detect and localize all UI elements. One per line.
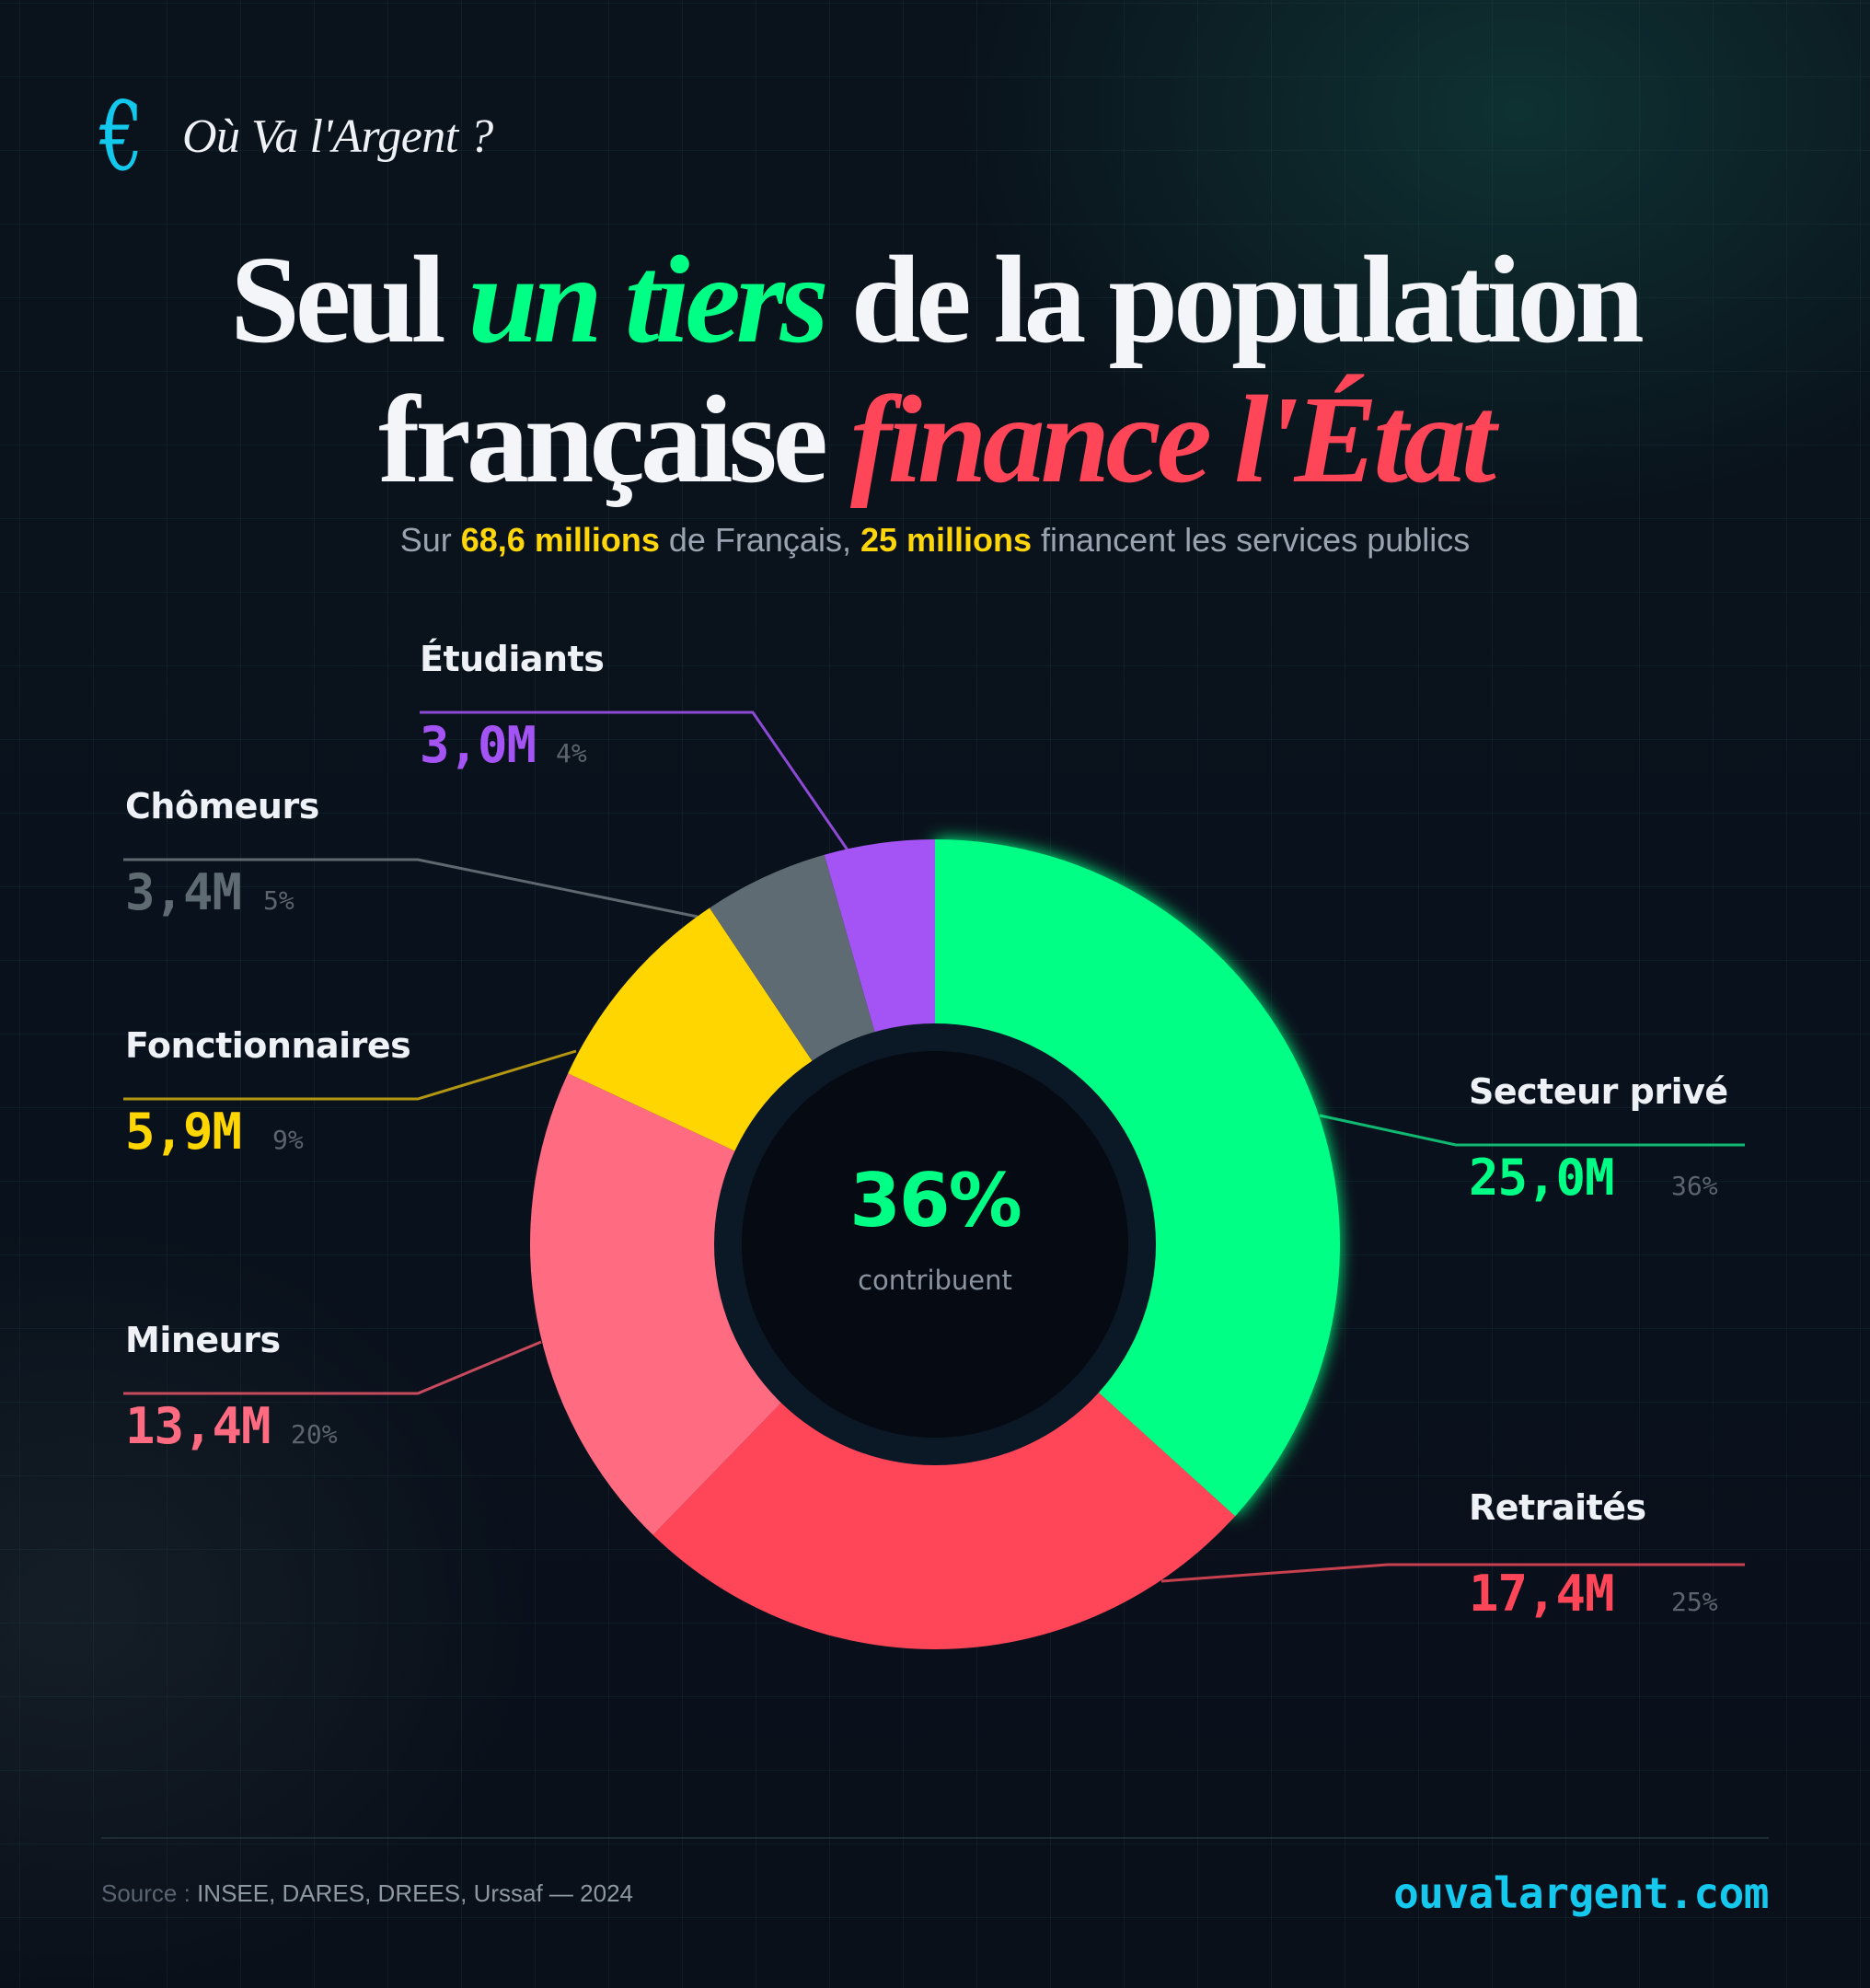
donut-slice-mineurs[interactable] bbox=[529, 1073, 783, 1535]
subtitle-text: Sur bbox=[399, 521, 461, 559]
donut-slice-retraites[interactable] bbox=[652, 1391, 1236, 1649]
label-fonctionnaires: Fonctionnaires bbox=[125, 1025, 411, 1066]
contributors-count: 25 millions bbox=[860, 521, 1033, 559]
donut-slice-etudiants[interactable] bbox=[824, 839, 935, 1034]
pct-retraites: 25% bbox=[1671, 1587, 1718, 1617]
value-retraites: 17,4M bbox=[1469, 1565, 1615, 1623]
subtitle-text: de Français, bbox=[659, 521, 860, 559]
leader-line-2 bbox=[123, 1340, 542, 1395]
source-prefix: Source : bbox=[101, 1879, 198, 1907]
leader-line-3 bbox=[123, 1049, 577, 1101]
total-population: 68,6 millions bbox=[460, 521, 660, 559]
center-percentage: 36% bbox=[849, 1158, 1022, 1243]
leader-line-0 bbox=[1319, 1114, 1745, 1147]
footer-divider bbox=[101, 1837, 1769, 1839]
pct-fonctionnaires: 9% bbox=[272, 1125, 304, 1155]
website-link[interactable]: ouvalargent.com bbox=[1393, 1868, 1769, 1918]
title-highlight-red: finance l'État bbox=[849, 371, 1496, 509]
title-line-2: française finance l'État bbox=[0, 370, 1870, 510]
value-secteur-prive: 25,0M bbox=[1469, 1149, 1615, 1207]
donut-slice-chomeurs[interactable] bbox=[710, 854, 875, 1063]
donut-slices bbox=[529, 839, 1340, 1649]
value-mineurs: 13,4M bbox=[125, 1397, 271, 1455]
label-etudiants: Étudiants bbox=[420, 639, 605, 679]
label-secteur-prive: Secteur privé bbox=[1469, 1071, 1728, 1112]
label-retraites: Retraités bbox=[1469, 1487, 1646, 1528]
source-list: INSEE, DARES, DREES, Urssaf — 2024 bbox=[197, 1879, 633, 1907]
brand-name: Où Va l'Argent ? bbox=[182, 110, 493, 163]
leader-line-5 bbox=[420, 711, 850, 852]
euro-icon: € bbox=[99, 80, 144, 192]
source-note: Source : INSEE, DARES, DREES, Urssaf — 2… bbox=[101, 1879, 633, 1908]
title-line-1: Seul un tiers de la population bbox=[0, 230, 1870, 370]
title-highlight-green: un tiers bbox=[468, 231, 829, 369]
value-chomeurs: 3,4M bbox=[125, 863, 242, 921]
label-mineurs: Mineurs bbox=[125, 1320, 281, 1360]
subtitle: Sur 68,6 millions de Français, 25 millio… bbox=[0, 521, 1870, 560]
title-text: française bbox=[378, 371, 850, 509]
value-etudiants: 3,0M bbox=[420, 716, 537, 774]
title-text: Seul bbox=[230, 231, 468, 369]
leader-lines bbox=[123, 711, 1745, 1583]
donut-slice-secteur-prive[interactable] bbox=[935, 839, 1340, 1517]
pct-mineurs: 20% bbox=[291, 1419, 338, 1450]
title-text: de la population bbox=[824, 231, 1645, 369]
center-label: contribuent bbox=[858, 1265, 1012, 1296]
value-fonctionnaires: 5,9M bbox=[125, 1103, 242, 1161]
pct-chomeurs: 5% bbox=[263, 885, 294, 916]
page-title: Seul un tiers de la population française… bbox=[0, 230, 1870, 510]
brand-header: € Où Va l'Argent ? bbox=[99, 88, 493, 184]
label-chomeurs: Chômeurs bbox=[125, 786, 319, 826]
leader-line-4 bbox=[123, 858, 698, 919]
leader-line-1 bbox=[1160, 1563, 1745, 1583]
pct-secteur-prive: 36% bbox=[1671, 1171, 1718, 1201]
pct-etudiants: 4% bbox=[556, 738, 587, 769]
subtitle-text: financent les services publics bbox=[1032, 521, 1471, 559]
donut-hole bbox=[742, 1051, 1128, 1438]
donut-slice-fonctionnaires[interactable] bbox=[568, 907, 814, 1152]
